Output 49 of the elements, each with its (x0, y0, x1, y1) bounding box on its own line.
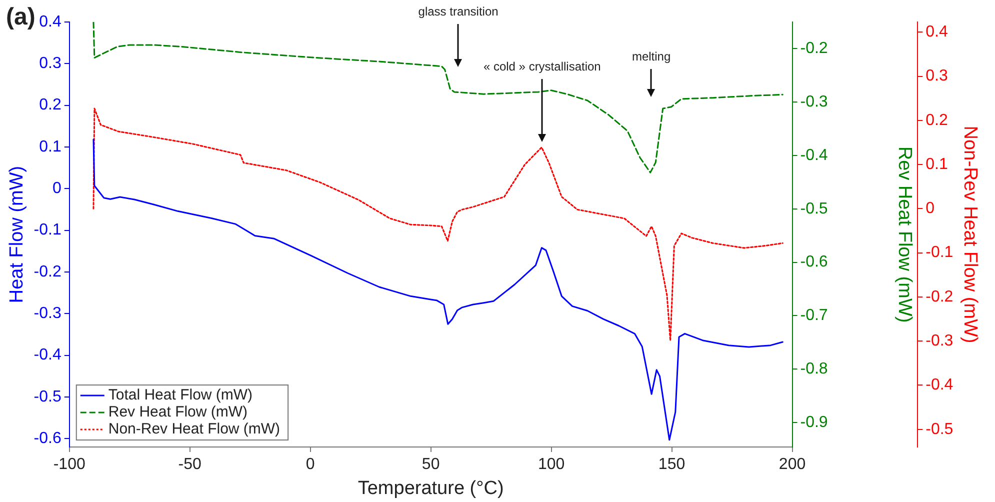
y3-tick-label: -0.5 (926, 420, 954, 438)
y-tick-label: 0 (52, 180, 62, 198)
y-tick-label: -0.2 (34, 263, 62, 280)
x-tick-label: 0 (306, 456, 315, 474)
y3-tick-label: -0.3 (926, 332, 954, 350)
y2-tick-label: -0.6 (800, 254, 828, 271)
y-tick-label: 0.2 (39, 96, 62, 114)
y2-tick-label: -0.4 (800, 146, 828, 164)
y3-tick-label: 0.4 (926, 24, 948, 41)
y3-tick-label: -0.4 (926, 376, 954, 394)
y3-tick-label: 0.3 (926, 68, 948, 85)
y-tick-label: -0.3 (34, 305, 62, 322)
x-tick-label: -50 (178, 456, 202, 474)
annotation: melting (632, 49, 671, 64)
annotation: « cold » crystallisation (483, 59, 601, 74)
y2-tick-label: -0.3 (800, 93, 828, 110)
y2-tick-label: -0.8 (800, 360, 828, 378)
y3-tick-label: 0.2 (926, 112, 948, 129)
y-tick-label: 0.4 (39, 13, 62, 30)
y3-axis-title: Non-Rev Heat Flow (mW) (959, 126, 980, 344)
line-series (92, 108, 784, 342)
y-tick-label: -0.1 (34, 222, 62, 239)
y2-axis-title: Rev Heat Flow (mW) (894, 146, 915, 323)
legend-label: Non-Rev Heat Flow (mW) (108, 420, 280, 438)
x-tick-label: 150 (658, 456, 686, 474)
y-axis-title: Heat Flow (mW) (6, 166, 28, 304)
x-tick-label: 200 (778, 456, 806, 474)
y2-tick-label: -0.5 (800, 200, 828, 218)
y-tick-label: -0.5 (34, 388, 62, 406)
y3-tick-label: 0.1 (926, 156, 948, 173)
y2-tick-label: -0.7 (800, 307, 828, 324)
line-series (92, 22, 784, 174)
legend-label: Total Heat Flow (mW) (108, 386, 253, 404)
x-tick-label: 50 (422, 456, 440, 474)
y2-tick-label: -0.9 (800, 414, 828, 431)
text: glass transition (418, 4, 498, 18)
y-tick-label: 0.1 (39, 138, 62, 156)
y3-tick-label: 0 (926, 200, 935, 218)
chart-title: (a) (6, 4, 36, 31)
x-axis-title: Temperature (°C) (358, 478, 504, 499)
y-tick-label: -0.6 (34, 430, 62, 448)
y-tick-label: -0.4 (34, 346, 62, 364)
y2-tick-label: -0.2 (800, 40, 828, 58)
y-tick-label: 0.3 (39, 55, 62, 72)
x-tick-label: -100 (53, 456, 86, 474)
y3-tick-label: -0.1 (926, 244, 954, 262)
y3-tick-label: -0.2 (926, 288, 954, 306)
x-tick-label: 100 (538, 456, 565, 474)
legend-label: Rev Heat Flow (mW) (108, 404, 248, 421)
